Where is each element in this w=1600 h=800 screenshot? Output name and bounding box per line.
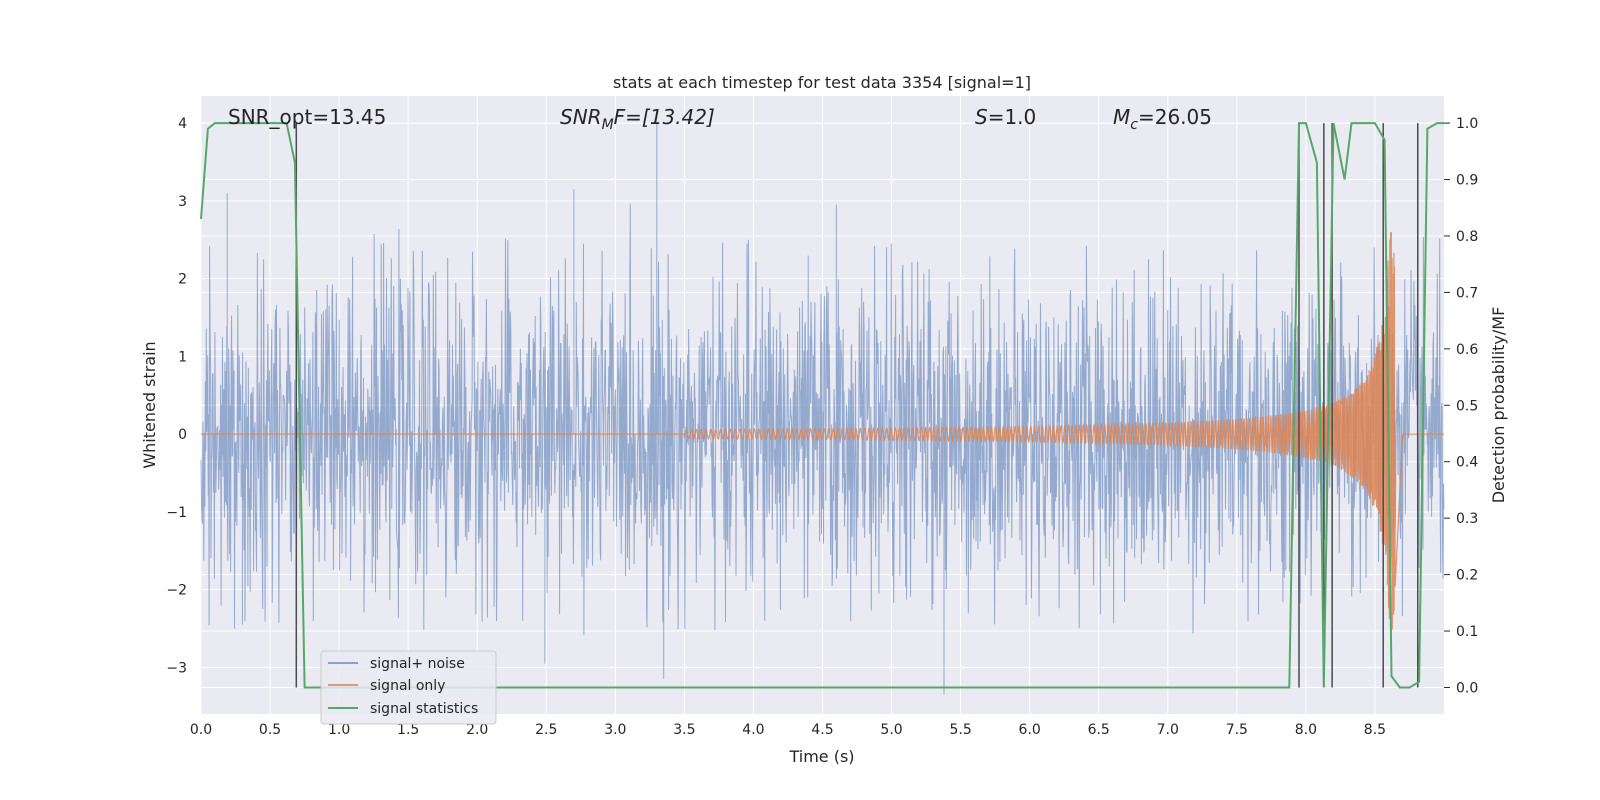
noise-series bbox=[200, 123, 1445, 695]
axes: 0.0 0.5 1.0 1.5 2.0 2.5 3.0 3.5 4.0 4.5 5.0 5.5 6.0 6… bbox=[166, 116, 1478, 738]
x-tick-label: 1.5 bbox=[397, 722, 419, 738]
legend-label-stats: signal statistics bbox=[370, 701, 478, 717]
y-right-tick-label: 0.4 bbox=[1456, 455, 1478, 471]
snr-opt-annotation: SNR_opt=13.45 bbox=[228, 105, 386, 129]
y-tick-label: 3 bbox=[178, 194, 187, 210]
y-right-tick-label: 0.6 bbox=[1456, 342, 1478, 358]
y-tick-label: 4 bbox=[178, 116, 187, 132]
y-right-tick-label: 0.9 bbox=[1456, 173, 1478, 189]
signal-series bbox=[201, 232, 1444, 630]
y-right-tick-label: 0.7 bbox=[1456, 285, 1478, 301]
x-tick-label: 7.5 bbox=[1226, 722, 1248, 738]
x-tick-label: 7.0 bbox=[1157, 722, 1179, 738]
stats-series bbox=[200, 122, 1444, 689]
y-right-tick-label: 1.0 bbox=[1456, 116, 1478, 132]
y-right-tick-label: 0.2 bbox=[1456, 568, 1478, 584]
stats-line bbox=[200, 122, 1444, 689]
mc-subscript: c bbox=[1130, 117, 1138, 133]
legend-label-noise: signal+ noise bbox=[370, 656, 465, 672]
mc-label: M bbox=[1113, 105, 1130, 129]
snr-mf-prefix: SNR bbox=[560, 105, 602, 129]
x-tick-label: 8.0 bbox=[1295, 722, 1317, 738]
y-tick-label: −1 bbox=[166, 505, 187, 521]
y-right-tick-label: 0.5 bbox=[1456, 398, 1478, 414]
y-right-tick-label: 0.3 bbox=[1456, 511, 1478, 527]
x-tick-label: 3.5 bbox=[673, 722, 695, 738]
x-tick-label: 0.0 bbox=[190, 722, 212, 738]
legend-label-signal: signal only bbox=[370, 678, 445, 694]
x-tick-label: 5.5 bbox=[949, 722, 971, 738]
y-tick-label: 1 bbox=[178, 349, 187, 365]
snr-mf-annotation: SNRMF=[13.42] bbox=[560, 105, 715, 133]
y-axis-label: Whitened strain bbox=[140, 341, 159, 468]
x-tick-label: 6.5 bbox=[1088, 722, 1110, 738]
snr-mf-subscript: M bbox=[602, 117, 614, 133]
y-axis-right-label: Detection probability/MF bbox=[1489, 307, 1508, 504]
y-tick-label: −3 bbox=[166, 660, 187, 676]
s-annotation: S=1.0 bbox=[975, 105, 1036, 129]
x-tick-label: 3.0 bbox=[604, 722, 626, 738]
y-tick-label: 0 bbox=[178, 427, 187, 443]
x-tick-label: 6.0 bbox=[1019, 722, 1041, 738]
mc-value: =26.05 bbox=[1138, 105, 1212, 129]
x-tick-label: 1.0 bbox=[328, 722, 350, 738]
y-tick-label: 2 bbox=[178, 272, 187, 288]
y-right-tick-label: 0.1 bbox=[1456, 624, 1478, 640]
x-tick-label: 0.5 bbox=[259, 722, 281, 738]
y-right-tick-label: 0.8 bbox=[1456, 229, 1478, 245]
snr-mf-suffix: F=[13.42] bbox=[614, 105, 715, 129]
signal-line bbox=[201, 232, 1444, 630]
chart-title: stats at each timestep for test data 335… bbox=[613, 73, 1031, 92]
legend: signal+ noise signal only signal statist… bbox=[320, 650, 497, 725]
s-label: S bbox=[975, 105, 988, 129]
x-tick-label: 2.0 bbox=[466, 722, 488, 738]
s-value: =1.0 bbox=[988, 105, 1037, 129]
y-right-tick-label: 0.0 bbox=[1456, 680, 1478, 696]
x-tick-label: 2.5 bbox=[535, 722, 557, 738]
x-tick-label: 8.5 bbox=[1364, 722, 1386, 738]
mc-annotation: Mc=26.05 bbox=[1113, 105, 1212, 133]
vertical-markers bbox=[295, 123, 1419, 688]
x-axis-label: Time (s) bbox=[788, 747, 854, 766]
x-tick-label: 5.0 bbox=[880, 722, 902, 738]
y-tick-label: −2 bbox=[166, 583, 187, 599]
x-tick-label: 4.0 bbox=[742, 722, 764, 738]
legend-box bbox=[320, 650, 497, 725]
x-tick-label: 4.5 bbox=[811, 722, 833, 738]
noise-line bbox=[200, 123, 1445, 695]
